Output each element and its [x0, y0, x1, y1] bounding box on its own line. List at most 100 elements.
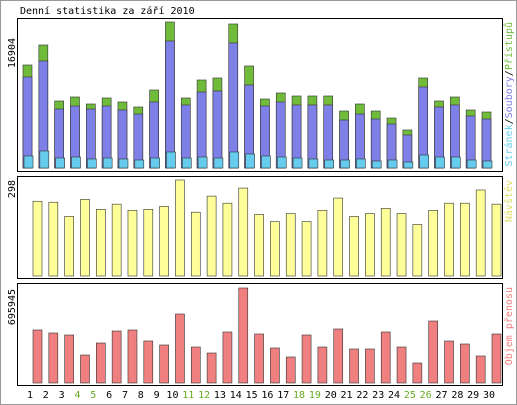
bar [39, 150, 50, 169]
x-tick-label: 14 [230, 390, 242, 401]
chart-title: Denní statistika za září 2010 [20, 5, 195, 17]
x-tick-label: 29 [467, 390, 479, 401]
bar [491, 203, 502, 277]
bar [412, 362, 423, 384]
bar [317, 209, 328, 277]
bar [96, 342, 106, 384]
bar [254, 214, 264, 277]
bar [197, 156, 208, 169]
bar [475, 189, 486, 277]
bar [491, 333, 502, 384]
x-tick-label: 6 [106, 390, 112, 401]
legend-entry: Soubory [504, 76, 515, 118]
bar [276, 156, 287, 169]
bar [48, 201, 59, 277]
bar [222, 202, 233, 277]
bar [181, 157, 192, 169]
bar [435, 156, 445, 169]
bar [134, 159, 145, 169]
bar [175, 313, 185, 384]
bar [222, 331, 233, 384]
bar [159, 206, 169, 277]
x-tick-label: 16 [261, 390, 273, 401]
x-tick-label: 23 [372, 390, 384, 401]
bar [333, 197, 344, 277]
bar [55, 157, 65, 169]
x-tick-label: 4 [74, 390, 80, 401]
bar [206, 352, 217, 384]
bar [206, 195, 217, 277]
bar [460, 343, 470, 384]
legend: Návštěv [503, 180, 515, 222]
bar [238, 187, 249, 277]
bar [307, 104, 318, 169]
bar [228, 42, 239, 169]
bar [451, 156, 461, 169]
bar [387, 159, 398, 169]
bar [213, 157, 224, 169]
bar [270, 347, 280, 384]
x-tick-label: 13 [214, 390, 226, 401]
bar [419, 154, 429, 169]
bar [127, 209, 138, 277]
bar [371, 160, 382, 169]
bar [340, 159, 350, 169]
bar [71, 156, 81, 169]
bar [238, 287, 249, 384]
bar [285, 356, 296, 384]
bar [270, 221, 280, 277]
legend: Objem přenosu [503, 287, 515, 365]
bar [64, 334, 74, 384]
bar [301, 334, 312, 384]
bar [370, 118, 381, 169]
bar [365, 213, 375, 277]
bar [317, 346, 328, 384]
bar [285, 213, 296, 277]
bar [292, 157, 303, 169]
x-tick-label: 10 [166, 390, 178, 401]
bar [323, 104, 334, 169]
bar [365, 348, 375, 384]
bar [428, 209, 438, 277]
y-tick-label: 298 [7, 180, 18, 198]
x-tick-label: 17 [277, 390, 289, 401]
bar [64, 216, 74, 277]
bar [245, 153, 255, 169]
bar [32, 329, 43, 384]
bar [80, 354, 90, 384]
x-tick-label: 12 [198, 390, 210, 401]
bar [212, 90, 223, 169]
bar [444, 340, 454, 384]
x-tick-label: 20 [325, 390, 337, 401]
bar [111, 203, 122, 277]
bar [475, 355, 486, 384]
x-tick-label: 18 [293, 390, 305, 401]
bar [349, 216, 359, 277]
bar [159, 344, 169, 384]
bar [87, 158, 97, 169]
bar [308, 158, 319, 169]
bar [481, 118, 492, 169]
x-tick-label: 1 [27, 390, 33, 401]
legend-entry: Přístupů [503, 22, 515, 70]
x-tick-label: 2 [43, 390, 49, 401]
legend-separator: / [504, 118, 515, 124]
bar [190, 211, 201, 277]
bar [166, 151, 176, 169]
bar [261, 155, 271, 169]
bar [150, 157, 160, 169]
bar [403, 161, 414, 169]
x-tick-label: 21 [341, 390, 353, 401]
x-tick-label: 7 [122, 390, 128, 401]
x-tick-label: 15 [246, 390, 258, 401]
bar [333, 328, 344, 384]
x-tick-label: 9 [154, 390, 160, 401]
x-tick-label: 30 [483, 390, 495, 401]
bar [482, 160, 493, 169]
bar [111, 330, 122, 384]
bar [143, 340, 154, 384]
bar [102, 157, 113, 169]
bar [466, 159, 477, 169]
bar [380, 331, 391, 384]
x-tick-label: 3 [59, 390, 65, 401]
